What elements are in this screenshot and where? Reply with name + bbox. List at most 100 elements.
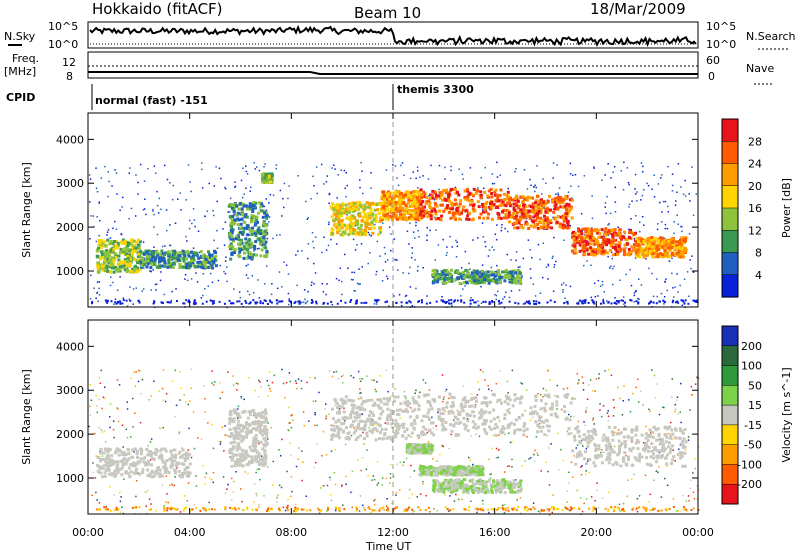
power-echo-pixel [242,245,246,249]
power-echo-pixel [228,215,232,219]
velocity-noise-pixel [257,395,260,398]
power-noise-pixel [98,281,101,283]
power-echo-pixel [251,226,255,230]
velocity-noise-pixel [418,437,420,439]
power-echo-pixel [441,280,445,284]
power-ground-pixel [264,300,267,302]
cpid-row: CPID normal (fast) -151 themis 3300 [6,83,474,110]
power-echo-pixel [191,261,195,265]
power-echo-pixel [351,232,355,236]
velocity-noise-pixel [314,424,316,427]
velocity-noise-pixel [648,408,650,411]
power-noise-pixel [496,290,499,293]
power-echo-pixel [566,223,570,227]
freq-unit: [MHz] [4,65,36,78]
power-echo-pixel [209,260,213,264]
power-echo-pixel [239,230,243,234]
velocity-noise-pixel [275,498,278,500]
power-noise-pixel [89,238,91,240]
power-noise-pixel [108,180,110,183]
power-noise-pixel [121,206,123,208]
power-ground-pixel [563,302,566,305]
velocity-noise-pixel [441,444,444,447]
power-echo-pixel [104,244,108,247]
power-echo-pixel [435,194,438,198]
power-noise-pixel [668,260,671,262]
power-echo-pixel [497,215,501,219]
power-echo-pixel [487,281,491,285]
power-noise-pixel [434,216,436,219]
power-ground-pixel [153,300,156,303]
power-noise-pixel [164,245,166,247]
power-ground-pixel [535,303,537,305]
velocity-noise-pixel [660,496,663,498]
power-noise-pixel [503,307,506,309]
power-echo-pixel [594,248,598,252]
power-noise-pixel [591,217,594,220]
power-echo-pixel [372,217,376,221]
power-noise-pixel [604,202,607,204]
velocity-noise-pixel [240,397,243,400]
power-echo-pixel [106,238,110,242]
power-echo-pixel [127,253,131,257]
power-noise-pixel [410,256,413,259]
power-noise-pixel [454,186,457,189]
power-ground-pixel [484,300,487,303]
power-echo-pixel [634,239,637,243]
velocity-noise-pixel [104,441,107,443]
velocity-noise-pixel [334,483,337,486]
velocity-noise-pixel [335,370,338,373]
power-echo-pixel [627,252,631,256]
power-echo-pixel [472,187,476,191]
power-ground-pixel [624,301,626,304]
power-noise-pixel [160,208,162,211]
power-echo-pixel [145,255,149,258]
power-echo-pixel [264,224,268,228]
velocity-noise-pixel [379,375,381,377]
velocity-noise-pixel [212,471,215,474]
power-echo-pixel [472,277,476,281]
power-echo-pixel [228,244,232,248]
power-noise-pixel [142,288,145,290]
power-noise-pixel [634,188,636,190]
power-ground-pixel [498,302,501,305]
velocity-noise-pixel [200,438,203,441]
power-echo-pixel [544,201,548,205]
power-noise-pixel [594,296,597,298]
velocity-noise-pixel [405,398,407,400]
power-noise-pixel [265,209,268,212]
power-noise-pixel [169,224,171,226]
power-ground-pixel [211,300,214,303]
power-echo-pixel [130,240,134,244]
power-echo-pixel [115,268,118,272]
power-echo-pixel [431,269,435,273]
power-ground-pixel [269,300,272,303]
power-echo-pixel [419,202,423,206]
velocity-noise-pixel [536,452,538,454]
power-echo-pixel [484,270,488,274]
power-echo-pixel [518,281,522,285]
power-noise-pixel [639,230,641,233]
velocity-noise-pixel [359,377,361,380]
velocity-noise-pixel [373,478,376,481]
power-noise-pixel [691,255,693,257]
power-echo-pixel [198,262,202,266]
power-echo-pixel [228,232,232,236]
power-noise-pixel [202,294,204,297]
power-noise-pixel [113,303,115,306]
power-echo-pixel [368,227,372,231]
power-echo-pixel [467,275,471,279]
power-ground-pixel [259,300,262,303]
velocity-noise-pixel [363,506,365,509]
velocity-noise-pixel [343,407,345,410]
power-noise-pixel [354,290,356,292]
power-echo-pixel [633,243,636,247]
power-echo-pixel [679,238,682,242]
power-ground-pixel [652,301,655,304]
power-ground-pixel [294,300,297,303]
velocity-noise-pixel [259,478,261,481]
power-echo-pixel [377,232,381,236]
power-echo-pixel [509,272,513,276]
power-noise-pixel [524,203,527,206]
power-echo-pixel [381,205,385,209]
